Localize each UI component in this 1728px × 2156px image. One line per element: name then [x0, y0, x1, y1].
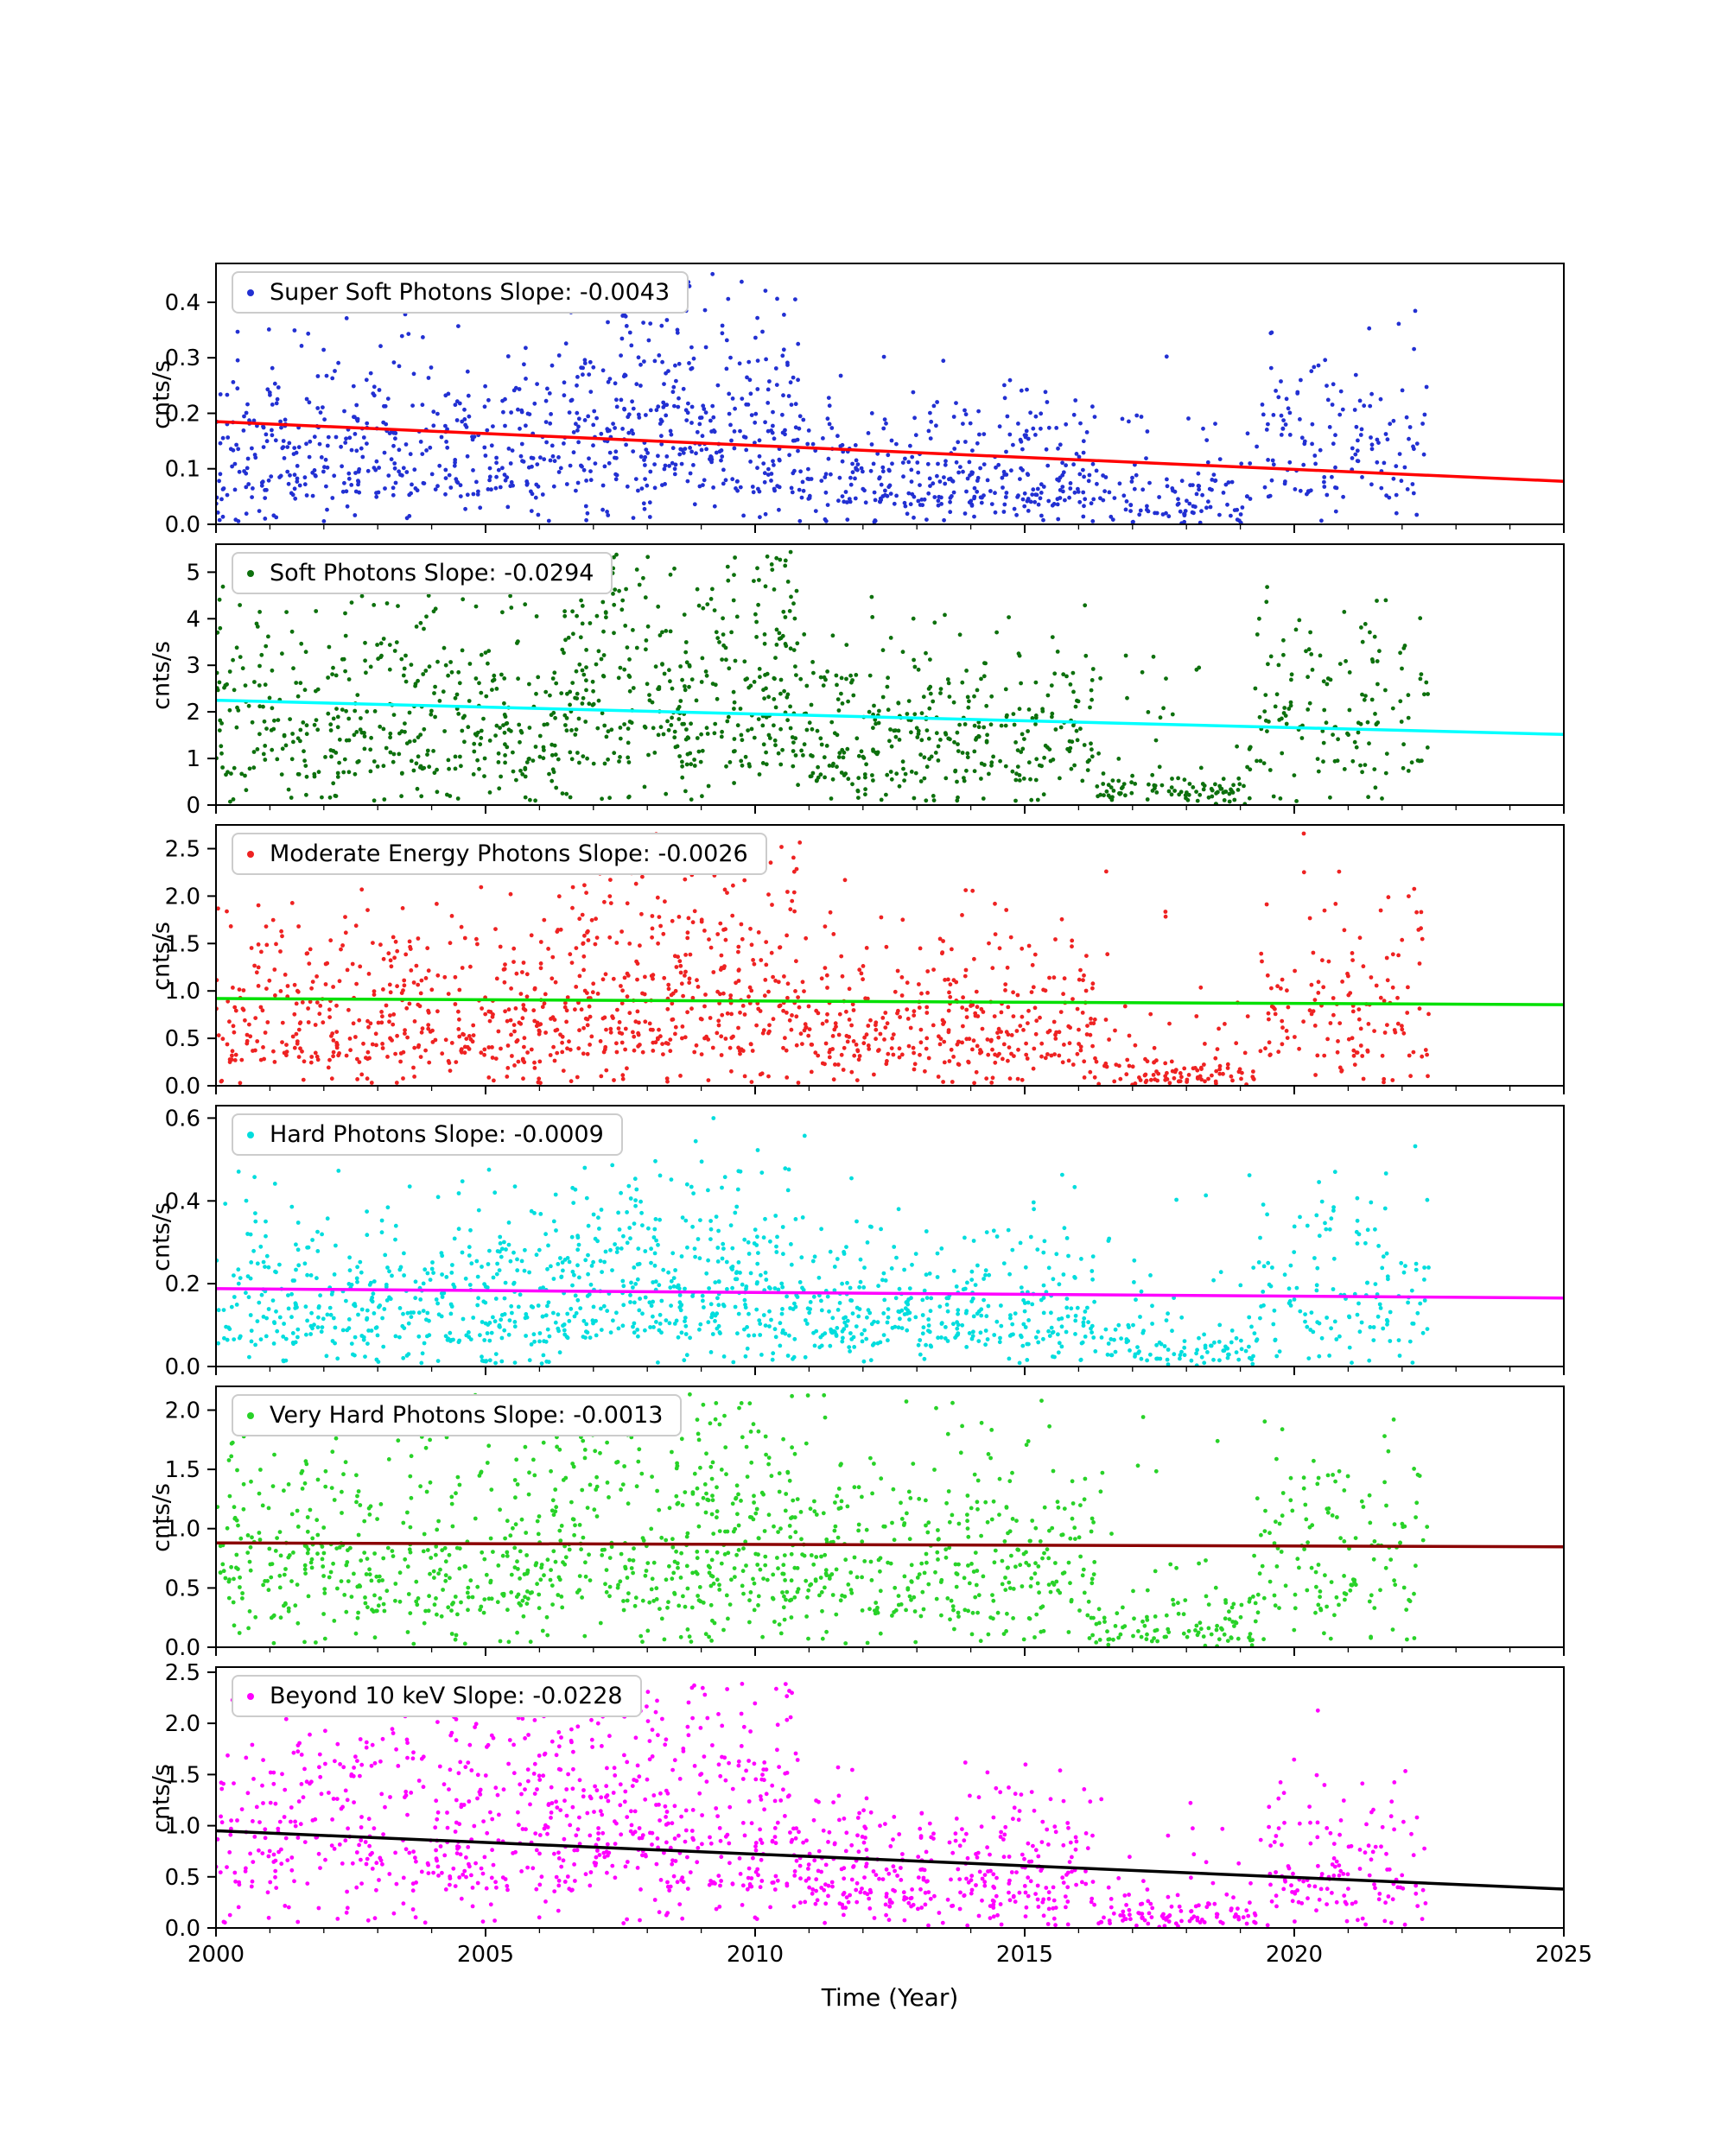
x-axis-label: Time (Year)	[821, 1983, 959, 2012]
svg-text:0.5: 0.5	[165, 1026, 200, 1052]
svg-text:2.5: 2.5	[165, 837, 200, 863]
svg-text:0: 0	[186, 793, 200, 819]
svg-text:2: 2	[186, 700, 200, 726]
panel-beyond-10-kev: cnts/s 0.0 0.5 1.0 1.5 2.0 2.5 Beyond 10 keV …	[0, 1660, 1728, 1942]
svg-text:0.1: 0.1	[165, 457, 200, 483]
soft-photons-plot: 0 1 2 3 4 5	[186, 543, 1565, 819]
legend-marker-icon	[247, 1411, 254, 1419]
legend: Hard Photons Slope: -0.0009	[232, 1113, 623, 1156]
svg-text:0.2: 0.2	[165, 402, 200, 428]
legend-marker-icon	[247, 1692, 254, 1700]
hard-photons-plot: 0.00.20.40.6	[165, 1105, 1565, 1380]
legend: Moderate Energy Photons Slope: -0.0026	[232, 833, 767, 875]
legend-marker-icon	[247, 289, 254, 296]
svg-text:3: 3	[186, 653, 200, 679]
svg-text:1: 1	[186, 746, 200, 772]
beyond-10-kev-plot: 0.00.51.01.52.02.5	[165, 1660, 1565, 1942]
legend-marker-icon	[247, 1131, 254, 1138]
light-curve-figure: cnts/s 0.0 0.1 0.2 0.3 0.4 Super Soft Photon…	[0, 263, 1728, 2012]
x-tick-label: 2005	[456, 1942, 515, 1968]
legend: Super Soft Photons Slope: -0.0043	[232, 271, 689, 314]
legend-marker-icon	[247, 569, 254, 577]
svg-text:0.0: 0.0	[165, 512, 200, 538]
legend-marker-icon	[247, 850, 254, 858]
legend: Beyond 10 keV Slope: -0.0228	[232, 1675, 642, 1717]
legend: Very Hard Photons Slope: -0.0013	[232, 1394, 683, 1436]
x-tick-label: 2000	[187, 1942, 245, 1968]
svg-text:4: 4	[186, 606, 200, 632]
panel-very-hard-photons: cnts/s 0.0 0.5 1.0 1.5 2.0 Very Hard Photons…	[0, 1386, 1728, 1661]
legend-label: Moderate Energy Photons Slope: -0.0026	[270, 840, 748, 867]
x-tick-label: 2015	[995, 1942, 1054, 1968]
svg-text:1.5: 1.5	[165, 931, 200, 957]
legend-label: Super Soft Photons Slope: -0.0043	[270, 279, 670, 306]
svg-text:2.0: 2.0	[165, 884, 200, 910]
very-hard-photons-plot: 0.00.51.01.52.0	[165, 1386, 1565, 1661]
svg-text:0.0: 0.0	[165, 1074, 200, 1100]
legend-label: Hard Photons Slope: -0.0009	[270, 1121, 604, 1148]
x-tick-label: 2025	[1534, 1942, 1593, 1968]
moderate-energy-photons-plot: 0.0 0.5 1.0 1.5 2.0 2.5	[165, 824, 1565, 1100]
svg-text:5: 5	[186, 560, 200, 586]
x-tick-label: 2020	[1265, 1942, 1324, 1968]
svg-text:0.3: 0.3	[165, 346, 200, 371]
svg-text:1.0: 1.0	[165, 979, 200, 1005]
panel-super-soft-photons: cnts/s 0.0 0.1 0.2 0.3 0.4 Super Soft Photon…	[0, 263, 1728, 538]
legend-label: Very Hard Photons Slope: -0.0013	[270, 1402, 664, 1429]
legend: Soft Photons Slope: -0.0294	[232, 552, 613, 594]
super-soft-photons-plot: 0.0 0.1 0.2 0.3 0.4	[165, 263, 1565, 538]
x-axis-ticks: 2000 2005 2010 2015 2020 2025	[0, 1942, 1728, 1971]
svg-text:0.4: 0.4	[165, 290, 200, 316]
x-tick-label: 2010	[726, 1942, 785, 1968]
legend-label: Beyond 10 keV Slope: -0.0228	[270, 1683, 623, 1709]
panel-moderate-energy-photons: cnts/s 0.0 0.5 1.0 1.5 2.0 2.5 Moderate Energ…	[0, 824, 1728, 1100]
panel-hard-photons: cnts/s 0.0 0.2 0.4 0.6 Hard Photons Slope: …	[0, 1105, 1728, 1380]
legend-label: Soft Photons Slope: -0.0294	[270, 560, 594, 587]
